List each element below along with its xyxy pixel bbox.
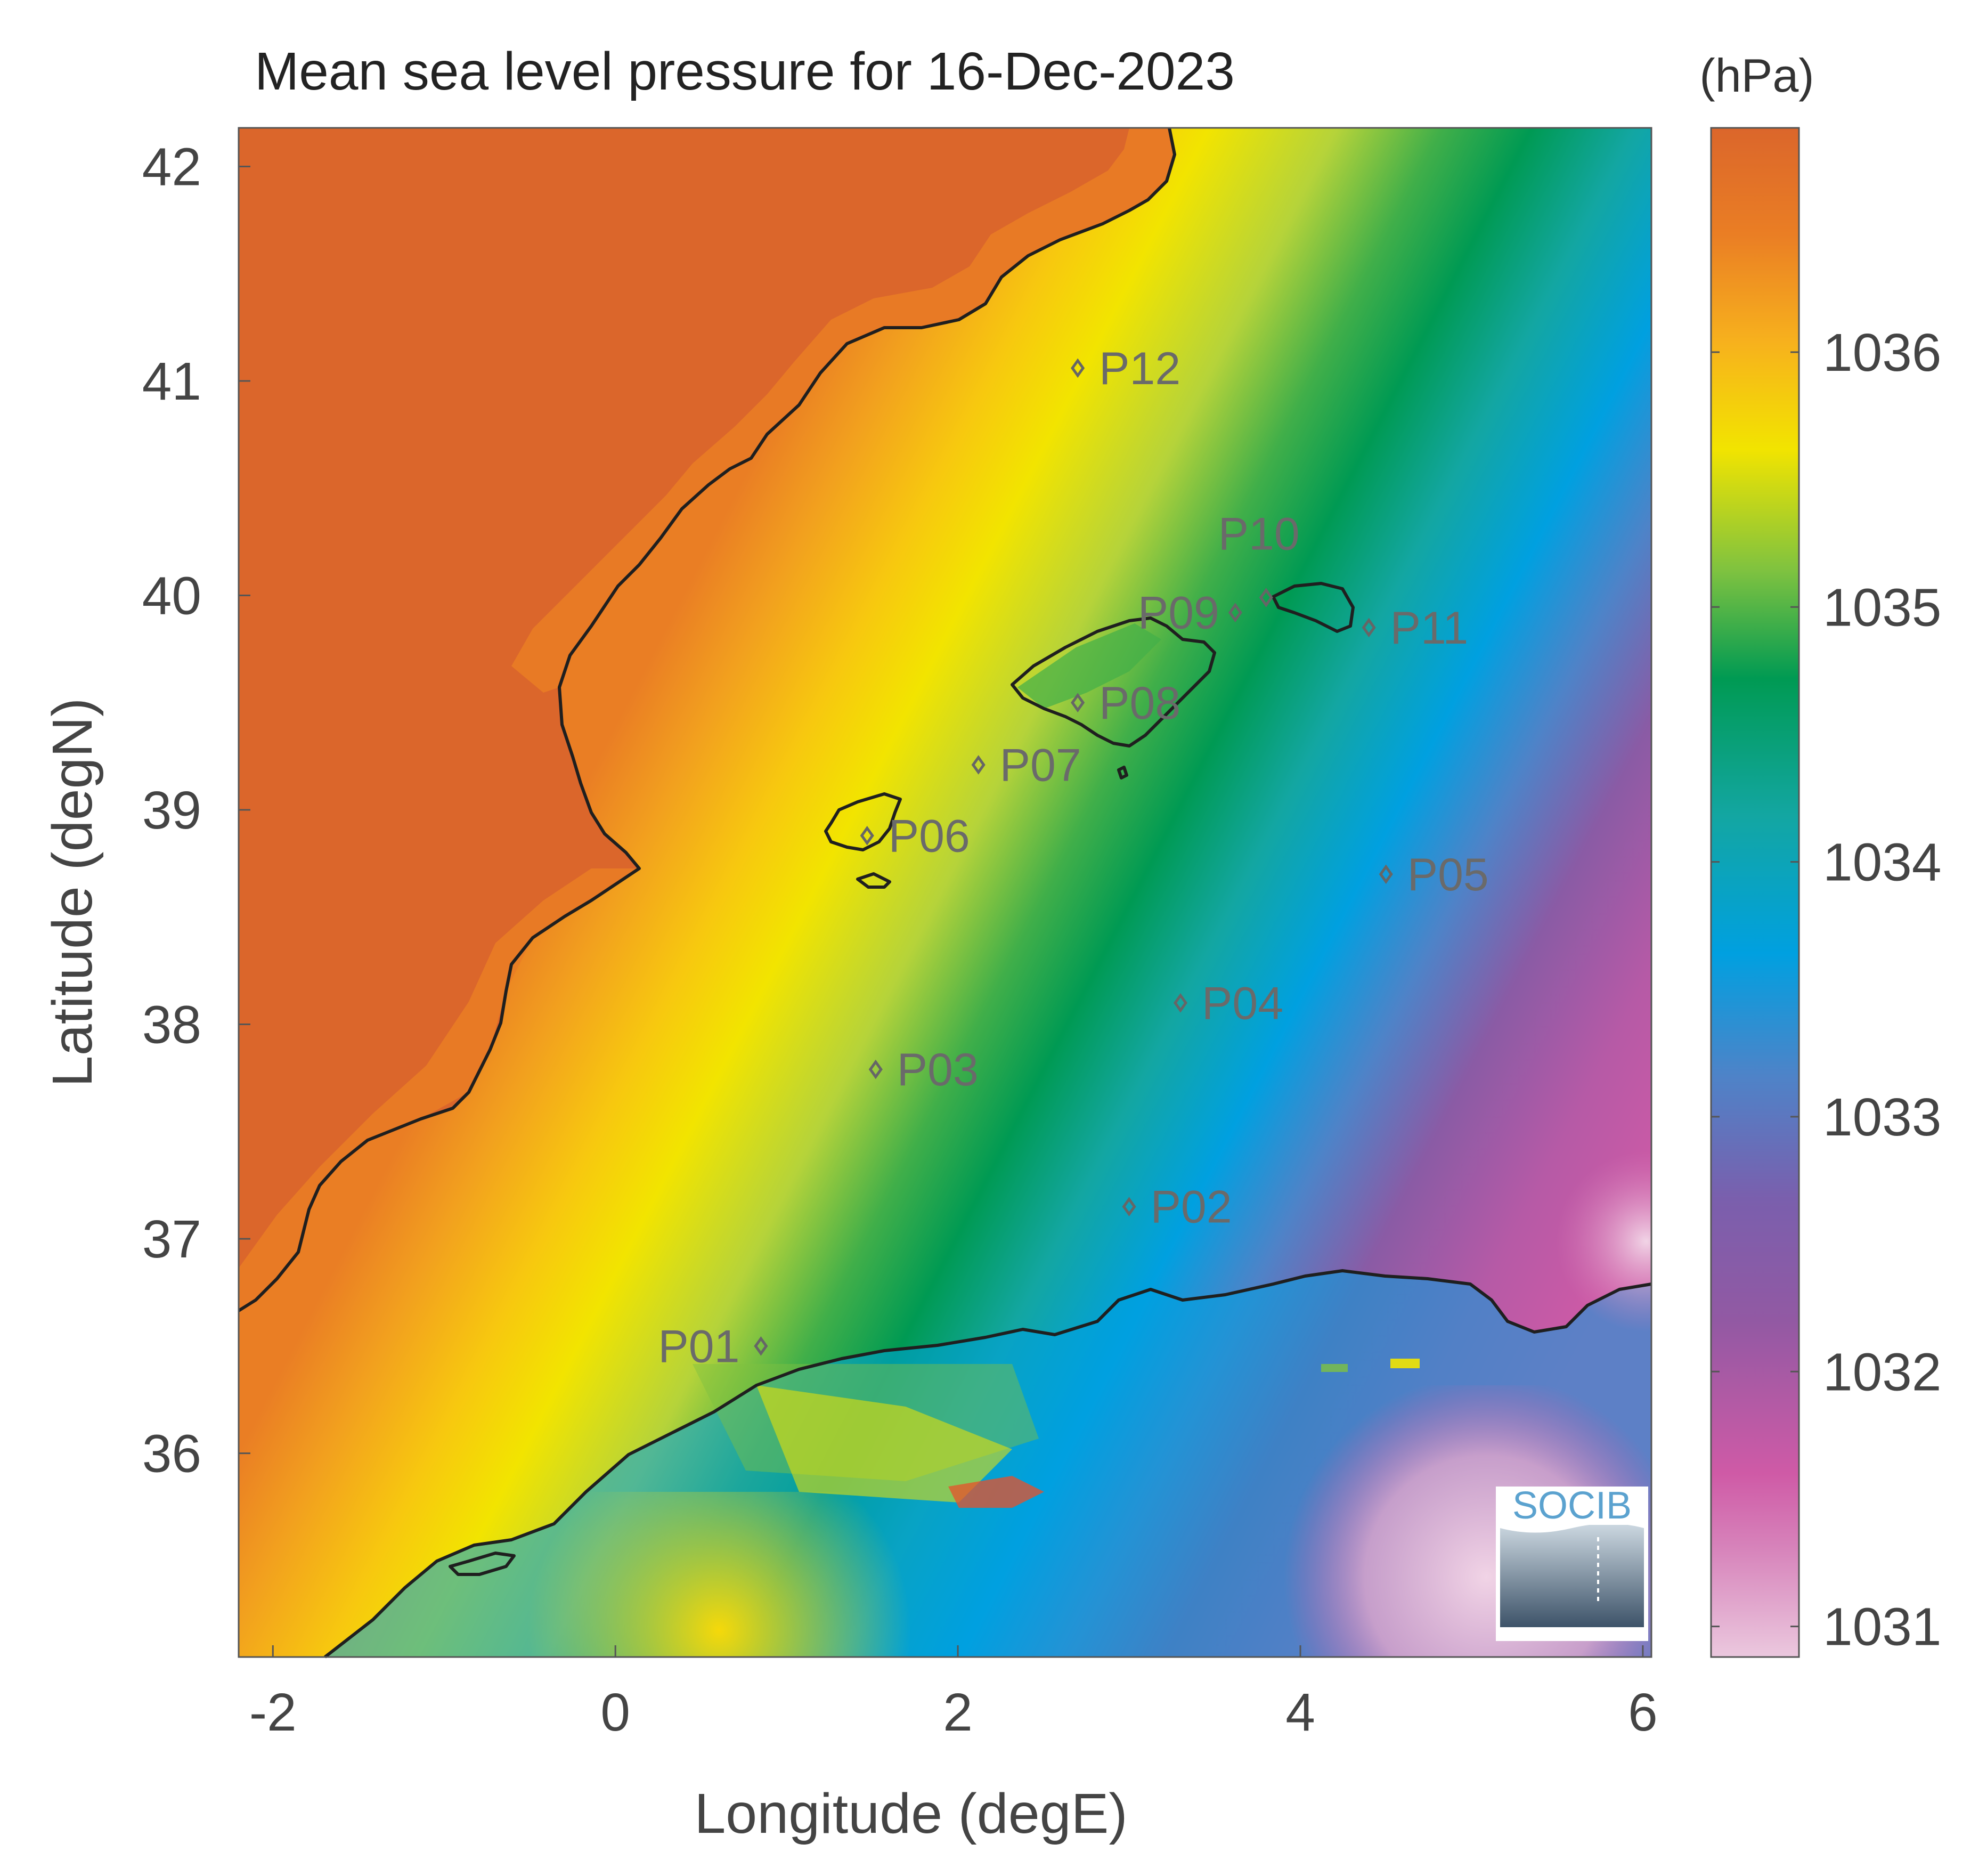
station-point-p11: P11: [1362, 603, 1469, 654]
station-point-p01: P01: [658, 1321, 768, 1372]
station-point-p10: P10: [1218, 509, 1300, 607]
station-label: P06: [889, 810, 970, 862]
x-axis-label: Longitude (degE): [694, 1782, 1127, 1845]
station-point-p03: P03: [868, 1044, 979, 1095]
y-tick-label: 42: [142, 137, 201, 197]
colorbar-tick-label: 1034: [1823, 833, 1941, 892]
x-tick-label: 6: [1628, 1683, 1658, 1742]
station-label: P01: [658, 1321, 739, 1372]
station-marker: [1259, 588, 1273, 607]
station-label: P10: [1218, 509, 1300, 560]
x-tick-label: 4: [1285, 1683, 1315, 1742]
station-point-p07: P07: [971, 740, 1081, 791]
colorbar-tick-label: 1031: [1823, 1597, 1941, 1657]
station-marker: [971, 755, 986, 775]
station-label: P03: [897, 1044, 979, 1095]
colorbar: (hPa) 1031 1032 1033 1034 1035 1036: [1699, 49, 1941, 1658]
station-point-p12: P12: [1071, 343, 1180, 394]
station-marker: [1071, 693, 1085, 713]
station-marker: [1379, 864, 1393, 884]
socib-logo-text: SOCIB: [1512, 1484, 1632, 1527]
station-marker: [868, 1059, 883, 1079]
station-label: P07: [1000, 740, 1081, 791]
y-tick-label: 38: [142, 995, 201, 1055]
station-point-p09: P09: [1138, 588, 1242, 639]
colorbar-tick-label: 1035: [1823, 578, 1941, 637]
station-points: P01 P02 P03 P04 P05 P06 P07 P08 P09 P10 P11 P12: [658, 343, 1488, 1373]
menorca-coastline: [1272, 582, 1355, 633]
y-tick-label: 37: [142, 1209, 201, 1269]
station-marker: [1362, 618, 1376, 638]
x-axis-ticks: -2 0 2 4 6: [249, 1645, 1658, 1742]
station-label: P09: [1138, 588, 1219, 639]
station-point-p02: P02: [1122, 1182, 1232, 1233]
y-axis-ticks: 36 37 38 39 40 41 42: [142, 137, 250, 1484]
station-marker: [1228, 603, 1242, 623]
colorbar-tick-label: 1036: [1823, 323, 1941, 383]
station-marker: [1071, 358, 1085, 378]
y-tick-label: 40: [142, 566, 201, 626]
station-marker: [754, 1336, 768, 1356]
alboran-coastline: [449, 1552, 516, 1576]
station-point-p08: P08: [1071, 678, 1180, 729]
station-point-p04: P04: [1173, 978, 1283, 1029]
formentera-coastline: [856, 872, 891, 889]
x-tick-label: 2: [943, 1683, 973, 1742]
africa-coastline: [324, 1269, 1652, 1659]
station-point-p05: P05: [1379, 849, 1489, 900]
station-label: P04: [1202, 978, 1283, 1029]
station-label: P12: [1099, 343, 1180, 394]
colorbar-scale: [1710, 127, 1800, 1658]
mallorca-coastline: [1011, 616, 1216, 748]
x-tick-label: -2: [249, 1683, 297, 1742]
iberia-coastline: [238, 127, 1176, 1312]
x-tick-label: 0: [600, 1683, 630, 1742]
plot-frame: [238, 127, 1652, 1658]
station-label: P11: [1390, 603, 1469, 654]
station-point-p06: P06: [860, 810, 970, 862]
station-marker: [860, 826, 874, 846]
socib-logo: SOCIB: [1496, 1484, 1648, 1641]
colorbar-ticks: 1031 1032 1033 1034 1035 1036: [1711, 323, 1941, 1657]
station-marker: [1173, 993, 1188, 1013]
colorbar-tick-label: 1032: [1823, 1342, 1941, 1402]
station-label: P08: [1099, 678, 1180, 729]
colorbar-tick-label: 1033: [1823, 1087, 1941, 1147]
ibiza-coastline: [824, 792, 902, 851]
pressure-field: [239, 128, 1651, 1657]
y-tick-label: 36: [142, 1424, 201, 1484]
map-title: Mean sea level pressure for 16-Dec-2023: [255, 42, 1235, 101]
y-tick-label: 39: [142, 781, 201, 840]
station-marker: [1122, 1197, 1136, 1217]
coastlines: [238, 127, 1652, 1659]
cabrera-coastline: [1117, 766, 1128, 779]
station-label: P02: [1151, 1182, 1232, 1233]
y-tick-label: 41: [142, 352, 201, 411]
y-axis-label: Latitude (degN): [41, 698, 104, 1087]
colorbar-unit: (hPa): [1699, 49, 1814, 102]
station-label: P05: [1407, 849, 1489, 900]
